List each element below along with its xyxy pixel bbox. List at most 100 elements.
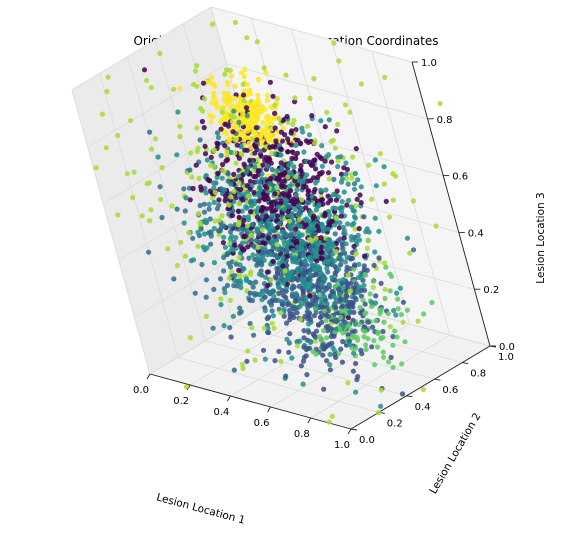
axes-ticks: 0.00.20.40.60.81.0 0.00.20.40.60.81.00.00…	[133, 58, 515, 451]
data-point	[313, 239, 320, 245]
data-point	[357, 304, 363, 311]
data-point	[189, 174, 195, 180]
data-point	[211, 90, 217, 96]
data-point	[349, 222, 355, 228]
data-point	[262, 356, 268, 362]
data-point	[266, 155, 272, 161]
data-point	[269, 308, 275, 314]
data-point	[350, 334, 356, 341]
data-point	[325, 170, 332, 176]
data-point	[266, 137, 272, 143]
data-point	[301, 344, 307, 350]
data-point	[206, 206, 212, 212]
data-point	[208, 241, 214, 247]
data-point	[259, 127, 265, 133]
data-point	[201, 231, 208, 237]
data-point	[361, 253, 368, 259]
data-point	[195, 243, 201, 249]
data-point	[352, 226, 358, 232]
data-point	[285, 209, 291, 215]
data-point	[340, 248, 346, 254]
data-point	[313, 235, 319, 241]
data-point	[362, 301, 368, 307]
data-point	[297, 167, 304, 173]
data-point	[280, 172, 286, 178]
data-point	[214, 140, 220, 146]
data-point	[286, 223, 292, 229]
data-point	[294, 238, 300, 245]
data-point	[292, 254, 298, 261]
data-point	[352, 321, 358, 327]
data-point	[239, 109, 245, 115]
data-point	[248, 144, 254, 151]
data-point	[255, 256, 261, 262]
data-point	[221, 223, 227, 229]
data-point	[228, 194, 234, 200]
data-point	[309, 262, 315, 268]
data-point	[220, 161, 226, 168]
data-point	[336, 58, 342, 64]
data-point	[327, 240, 333, 246]
data-point	[271, 252, 277, 258]
data-point	[263, 70, 269, 76]
data-point	[326, 419, 332, 425]
gridline-y	[210, 6, 491, 347]
data-point	[240, 365, 246, 371]
data-point	[283, 294, 289, 301]
data-point	[315, 203, 321, 209]
data-point	[211, 185, 217, 191]
data-point	[197, 137, 203, 143]
data-point	[228, 264, 234, 270]
data-point	[201, 125, 207, 131]
data-point	[205, 176, 211, 183]
data-point	[344, 267, 350, 274]
data-point	[250, 252, 256, 258]
data-point	[321, 346, 327, 352]
data-point	[279, 166, 285, 172]
data-point	[280, 263, 286, 269]
data-point	[325, 313, 331, 320]
data-point	[317, 314, 323, 320]
data-point	[321, 276, 328, 282]
data-point	[293, 226, 299, 232]
data-point	[369, 303, 375, 309]
data-point	[334, 128, 340, 134]
data-point	[209, 100, 215, 106]
data-point	[263, 126, 269, 132]
data-point	[304, 172, 310, 178]
data-point	[318, 222, 324, 228]
data-point	[203, 172, 209, 179]
data-point	[335, 163, 341, 170]
data-point	[247, 91, 254, 97]
data-point	[344, 254, 350, 260]
data-point	[380, 349, 386, 355]
data-point	[265, 235, 271, 241]
x-tick	[146, 373, 151, 380]
data-point	[307, 255, 313, 261]
data-point	[263, 274, 269, 280]
data-point	[267, 144, 273, 150]
data-point	[227, 229, 234, 235]
data-point	[322, 308, 328, 314]
data-point	[181, 186, 187, 192]
data-point	[249, 324, 255, 331]
data-point	[216, 217, 222, 223]
data-point	[390, 171, 396, 177]
data-point	[274, 265, 280, 272]
data-point	[128, 118, 134, 124]
data-point	[242, 147, 248, 153]
data-point	[93, 165, 99, 171]
data-point	[289, 149, 296, 155]
data-point	[394, 290, 400, 296]
data-point	[319, 281, 325, 287]
data-point	[174, 262, 180, 269]
y-axis-line	[350, 345, 491, 430]
data-point	[346, 197, 352, 203]
data-point	[305, 188, 311, 194]
data-point	[248, 118, 254, 124]
data-point	[330, 345, 336, 351]
data-point	[383, 264, 389, 270]
data-point	[222, 198, 228, 204]
data-point	[307, 271, 313, 277]
